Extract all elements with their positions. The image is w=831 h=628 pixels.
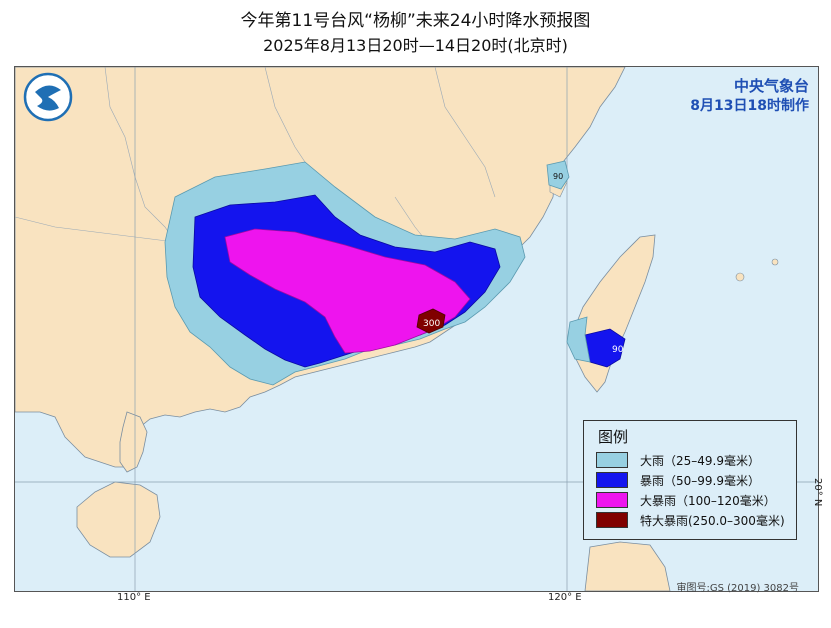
small-island-2	[771, 258, 779, 266]
map-title: 今年第11号台风“杨柳”未来24小时降水预报图	[240, 11, 591, 31]
agency-name: 中央气象台	[733, 77, 809, 95]
heavy-rainstorm-zone	[224, 228, 471, 354]
max-value-taiwan: 90	[612, 345, 624, 355]
leizhou-peninsula	[119, 411, 148, 473]
hainan-island	[76, 481, 161, 558]
legend-label: 特大暴雨(250.0–300毫米)	[640, 513, 785, 528]
legend-swatch	[596, 492, 628, 508]
legend-box: 图例 大雨（25–49.9毫米） 暴雨（50–99.9毫米） 大暴雨（100–1…	[583, 420, 797, 540]
legend-item-rainstorm: 暴雨（50–99.9毫米）	[596, 470, 760, 490]
legend-swatch	[596, 512, 628, 528]
luzon-island	[584, 541, 671, 591]
island-value-label: 90	[553, 172, 563, 181]
legend-swatch	[596, 472, 628, 488]
map-approval-number: 审图号:GS (2019) 3082号	[676, 583, 799, 594]
rainfall-map: 300 90 90	[15, 67, 818, 591]
map-frame: 300 90 90	[14, 66, 819, 592]
taiwan-heavy-rain-zone	[566, 316, 591, 363]
extreme-rainstorm-zone	[416, 308, 446, 334]
legend-item-heavy-rainstorm: 大暴雨（100–120毫米）	[596, 490, 776, 510]
legend-label: 暴雨（50–99.9毫米）	[640, 473, 760, 488]
issue-time: 8月13日18时制作	[690, 98, 809, 114]
penghu-rain-zone	[546, 160, 570, 190]
small-island-1	[735, 272, 745, 282]
axis-label-lon-120: 120° E	[548, 592, 582, 603]
legend-item-extreme-rainstorm: 特大暴雨(250.0–300毫米)	[596, 510, 785, 530]
axis-label-lat-20: 20° N	[812, 478, 823, 507]
legend-label: 大暴雨（100–120毫米）	[640, 493, 776, 508]
legend-item-heavy-rain: 大雨（25–49.9毫米）	[596, 450, 760, 470]
max-value-mainland: 300	[423, 319, 440, 329]
axis-label-lon-110: 110° E	[117, 592, 151, 603]
legend-label: 大雨（25–49.9毫米）	[640, 453, 760, 468]
legend-title: 图例	[598, 428, 629, 446]
map-subtitle: 2025年8月13日20时—14日20时(北京时)	[263, 36, 568, 55]
legend-swatch	[596, 452, 628, 468]
taiwan-island	[572, 234, 656, 393]
cma-logo-icon	[23, 72, 73, 122]
